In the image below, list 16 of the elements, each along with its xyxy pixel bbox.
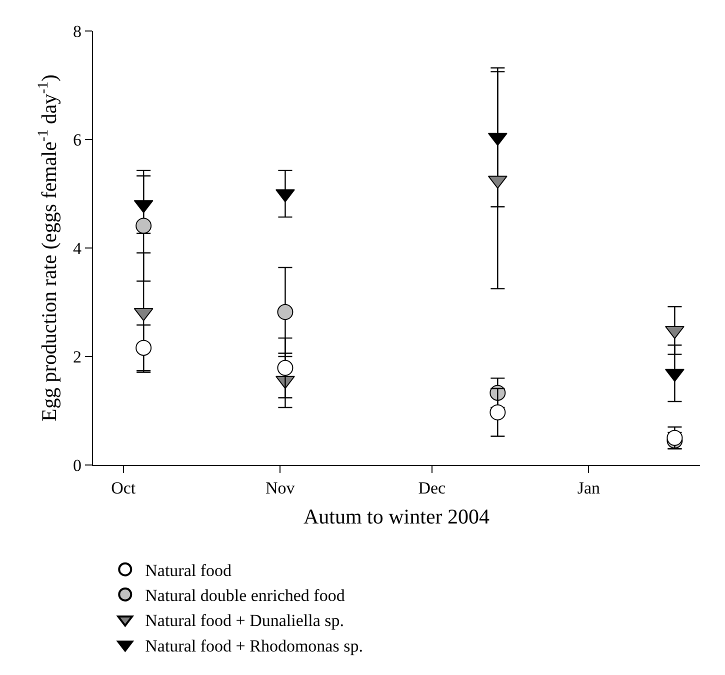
y-tick-label: 0 — [72, 456, 82, 475]
x-tick-label: Oct — [111, 478, 136, 498]
x-tick-label: Jan — [577, 478, 601, 498]
x-tick-label: Nov — [266, 478, 296, 498]
y-tick-label: 6 — [72, 130, 82, 150]
point — [666, 430, 683, 446]
point — [277, 304, 294, 320]
legend-label: Natural food — [145, 560, 232, 580]
x-axis-title: Autum to winter 2004 — [303, 504, 490, 529]
legend-label: Natural double enriched food — [145, 586, 346, 606]
y-tick-label: 4 — [72, 238, 82, 258]
y-tick-label: 8 — [72, 22, 82, 41]
legend-label: Natural food + Rhodomonas sp. — [145, 636, 363, 656]
x-tick-label: Dec — [418, 478, 446, 498]
y-tick-label: 2 — [72, 347, 82, 366]
legend-label: Natural food + Dunaliella sp. — [145, 611, 344, 630]
